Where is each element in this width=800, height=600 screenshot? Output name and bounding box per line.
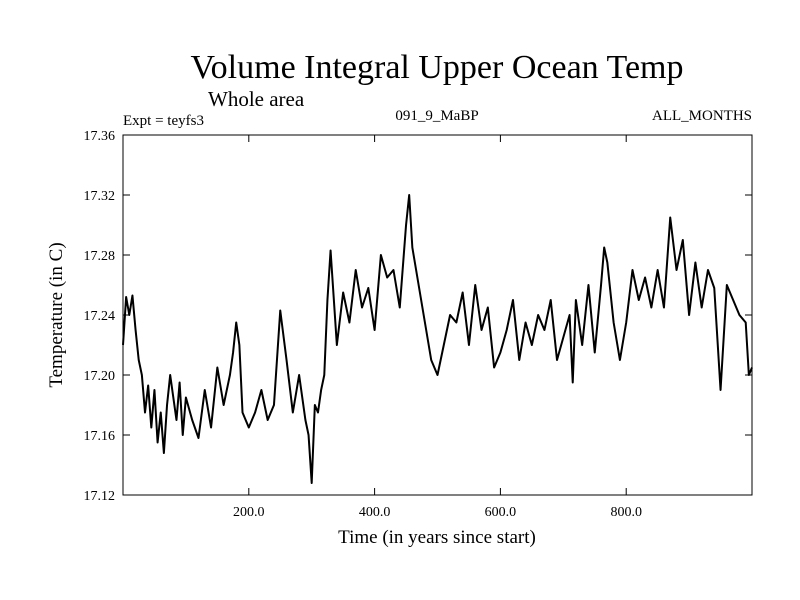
experiment-label: Expt = teyfs3 — [123, 113, 204, 129]
x-tick-label: 800.0 — [610, 505, 642, 520]
months-label: ALL_MONTHS — [652, 108, 752, 124]
y-tick-label: 17.16 — [84, 429, 116, 444]
y-tick-label: 17.36 — [84, 129, 116, 144]
x-axis: 200.0 400.0 600.0 800.0 — [233, 135, 642, 520]
x-tick-label: 200.0 — [233, 505, 265, 520]
y-tick-label: 17.28 — [84, 249, 116, 264]
chart-title: Volume Integral Upper Ocean Temp — [191, 49, 684, 86]
x-axis-title: Time (in years since start) — [338, 527, 536, 548]
y-tick-label: 17.24 — [84, 309, 116, 324]
x-tick-label: 400.0 — [359, 505, 391, 520]
y-tick-label: 17.32 — [84, 189, 116, 204]
period-label: 091_9_MaBP — [395, 108, 478, 124]
series-line — [122, 194, 753, 484]
x-tick-label: 600.0 — [485, 505, 517, 520]
y-axis: 17.12 17.16 17.20 17.24 17.28 17.32 17.36 — [84, 129, 752, 504]
y-tick-label: 17.12 — [84, 489, 116, 504]
y-axis-title: Temperature (in C) — [46, 242, 67, 387]
chart-subtitle: Whole area — [208, 87, 305, 111]
y-tick-label: 17.20 — [84, 369, 116, 384]
plot-frame — [122, 134, 753, 496]
